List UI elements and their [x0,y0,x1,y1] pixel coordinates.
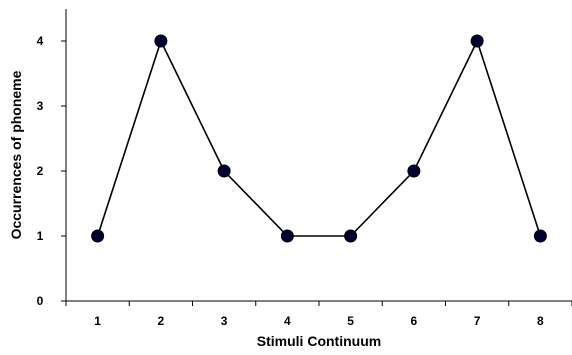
data-point [470,34,484,48]
x-tick-label: 2 [158,314,165,328]
y-tick-label: 3 [37,99,44,113]
x-ticks: 1 2 3 4 5 6 7 8 [65,301,572,328]
data-point [280,229,294,243]
x-tick-label: 7 [474,314,481,328]
data-point [91,229,105,243]
data-point [533,229,547,243]
x-tick-label: 6 [411,314,418,328]
data-point [407,164,421,178]
series-line [96,38,542,237]
y-tick-label: 4 [37,34,44,48]
y-tick-label: 2 [37,164,44,178]
x-tick-label: 4 [284,314,291,328]
y-tick-label: 0 [37,294,44,308]
y-ticks: 0 1 2 3 4 [37,34,66,308]
data-point [217,164,231,178]
axes [65,9,572,302]
y-tick-label: 1 [37,229,44,243]
x-tick-label: 3 [221,314,228,328]
data-point [344,229,358,243]
y-axis-title: Occurrences of phoneme [8,70,24,239]
data-point [154,34,168,48]
x-tick-label: 1 [94,314,101,328]
x-axis-title: Stimuli Continuum [257,333,381,349]
x-tick-label: 8 [537,314,544,328]
series [91,34,547,243]
x-tick-label: 5 [347,314,354,328]
